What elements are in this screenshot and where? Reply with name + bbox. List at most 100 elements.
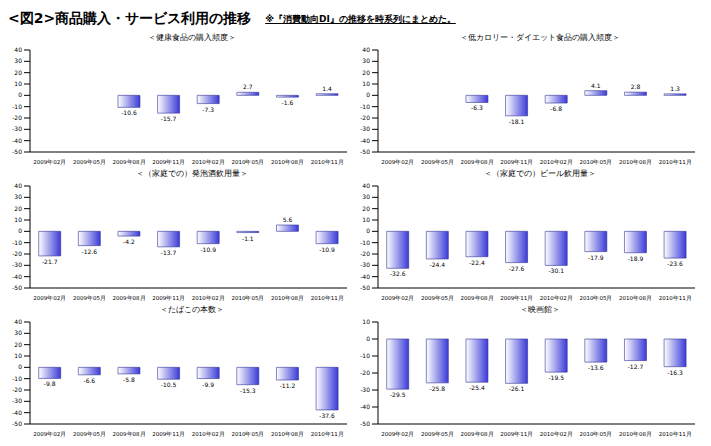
svg-text:2009年05月: 2009年05月 — [421, 159, 454, 165]
svg-text:0: 0 — [18, 363, 22, 370]
svg-text:20: 20 — [362, 69, 370, 76]
svg-text:-18.9: -18.9 — [628, 255, 644, 262]
svg-text:2010年11月: 2010年11月 — [659, 295, 692, 301]
svg-text:2009年05月: 2009年05月 — [421, 295, 454, 301]
svg-text:-40: -40 — [12, 273, 22, 280]
svg-text:2009年11月: 2009年11月 — [152, 159, 185, 165]
svg-text:2010年02月: 2010年02月 — [192, 431, 225, 437]
svg-text:-20: -20 — [360, 250, 370, 257]
svg-text:-50: -50 — [12, 148, 22, 155]
svg-text:30: 30 — [14, 329, 22, 336]
svg-text:2010年08月: 2010年08月 — [271, 295, 304, 301]
svg-text:-11.2: -11.2 — [280, 382, 296, 389]
svg-text:-12.7: -12.7 — [628, 363, 644, 370]
svg-text:-4.2: -4.2 — [123, 238, 135, 245]
svg-text:2010年02月: 2010年02月 — [540, 159, 573, 165]
svg-text:-10: -10 — [12, 239, 22, 246]
svg-text:-22.4: -22.4 — [469, 259, 485, 266]
svg-text:-27.6: -27.6 — [509, 265, 525, 272]
svg-text:-10.9: -10.9 — [200, 246, 216, 253]
svg-text:-13.7: -13.7 — [161, 249, 177, 256]
svg-text:2009年05月: 2009年05月 — [73, 159, 106, 165]
svg-text:2010年08月: 2010年08月 — [271, 159, 304, 165]
svg-text:-29.5: -29.5 — [390, 391, 406, 398]
svg-text:2009年05月: 2009年05月 — [421, 431, 454, 437]
svg-text:2009年02月: 2009年02月 — [33, 159, 66, 165]
svg-text:2009年02月: 2009年02月 — [33, 431, 66, 437]
svg-text:2.8: 2.8 — [631, 83, 641, 90]
svg-text:2009年08月: 2009年08月 — [461, 295, 494, 301]
svg-text:10: 10 — [362, 318, 370, 325]
svg-text:-20: -20 — [12, 386, 22, 393]
svg-text:2010年08月: 2010年08月 — [619, 295, 652, 301]
svg-text:2009年02月: 2009年02月 — [33, 295, 66, 301]
svg-text:0: 0 — [366, 227, 370, 234]
svg-text:-6.6: -6.6 — [83, 377, 95, 384]
svg-text:-10.9: -10.9 — [319, 246, 335, 253]
svg-text:-20: -20 — [12, 114, 22, 121]
svg-text:-26.1: -26.1 — [509, 385, 525, 392]
svg-text:2009年11月: 2009年11月 — [500, 431, 533, 437]
svg-text:1.3: 1.3 — [670, 85, 680, 92]
svg-text:2009年02月: 2009年02月 — [381, 295, 414, 301]
svg-text:20: 20 — [14, 341, 22, 348]
svg-text:2009年11月: 2009年11月 — [152, 431, 185, 437]
svg-text:-15.3: -15.3 — [240, 387, 256, 394]
svg-text:2010年02月: 2010年02月 — [540, 295, 573, 301]
svg-text:0: 0 — [18, 227, 22, 234]
svg-text:-10: -10 — [12, 103, 22, 110]
svg-text:-16.3: -16.3 — [667, 369, 683, 376]
svg-text:2009年08月: 2009年08月 — [113, 295, 146, 301]
svg-text:2010年05月: 2010年05月 — [579, 431, 612, 437]
svg-text:2010年08月: 2010年08月 — [619, 431, 652, 437]
svg-text:-12.6: -12.6 — [82, 248, 98, 255]
svg-text:-25.4: -25.4 — [469, 384, 485, 391]
svg-text:-30: -30 — [12, 125, 22, 132]
svg-text:-40: -40 — [12, 137, 22, 144]
svg-text:-15.7: -15.7 — [161, 115, 177, 122]
svg-text:2010年08月: 2010年08月 — [271, 431, 304, 437]
svg-text:10: 10 — [14, 80, 22, 87]
svg-text:2009年08月: 2009年08月 — [461, 159, 494, 165]
svg-text:-30: -30 — [12, 397, 22, 404]
svg-text:-13.6: -13.6 — [588, 364, 604, 371]
svg-text:2010年05月: 2010年05月 — [579, 295, 612, 301]
svg-text:20: 20 — [362, 205, 370, 212]
svg-text:0: 0 — [18, 91, 22, 98]
svg-text:30: 30 — [14, 193, 22, 200]
svg-text:-30.1: -30.1 — [548, 267, 564, 274]
svg-text:-50: -50 — [360, 148, 370, 155]
svg-text:40: 40 — [362, 182, 370, 189]
svg-text:-30: -30 — [360, 261, 370, 268]
svg-text:-5.8: -5.8 — [123, 376, 135, 383]
svg-text:10: 10 — [14, 352, 22, 359]
svg-text:30: 30 — [362, 193, 370, 200]
svg-text:2010年11月: 2010年11月 — [311, 295, 344, 301]
svg-text:2010年05月: 2010年05月 — [231, 159, 264, 165]
svg-text:-10: -10 — [360, 239, 370, 246]
svg-text:2010年05月: 2010年05月 — [231, 431, 264, 437]
svg-text:2009年08月: 2009年08月 — [113, 159, 146, 165]
svg-text:2010年11月: 2010年11月 — [659, 431, 692, 437]
svg-text:2009年11月: 2009年11月 — [500, 159, 533, 165]
svg-text:-10.5: -10.5 — [161, 381, 177, 388]
svg-text:2010年02月: 2010年02月 — [192, 159, 225, 165]
svg-text:10: 10 — [14, 216, 22, 223]
svg-text:2010年11月: 2010年11月 — [659, 159, 692, 165]
svg-text:-10: -10 — [360, 352, 370, 359]
svg-text:-40: -40 — [12, 409, 22, 416]
svg-text:2009年05月: 2009年05月 — [73, 431, 106, 437]
svg-text:-10.6: -10.6 — [121, 109, 137, 116]
svg-text:40: 40 — [14, 182, 22, 189]
svg-text:2010年11月: 2010年11月 — [311, 431, 344, 437]
svg-text:2010年11月: 2010年11月 — [311, 159, 344, 165]
svg-text:-40: -40 — [360, 403, 370, 410]
svg-text:-10: -10 — [360, 103, 370, 110]
svg-text:2009年05月: 2009年05月 — [73, 295, 106, 301]
svg-text:2.7: 2.7 — [243, 83, 253, 90]
svg-text:-6.8: -6.8 — [550, 105, 562, 112]
svg-text:2010年02月: 2010年02月 — [192, 295, 225, 301]
svg-text:-40: -40 — [360, 137, 370, 144]
svg-text:40: 40 — [14, 46, 22, 53]
svg-text:10: 10 — [362, 216, 370, 223]
